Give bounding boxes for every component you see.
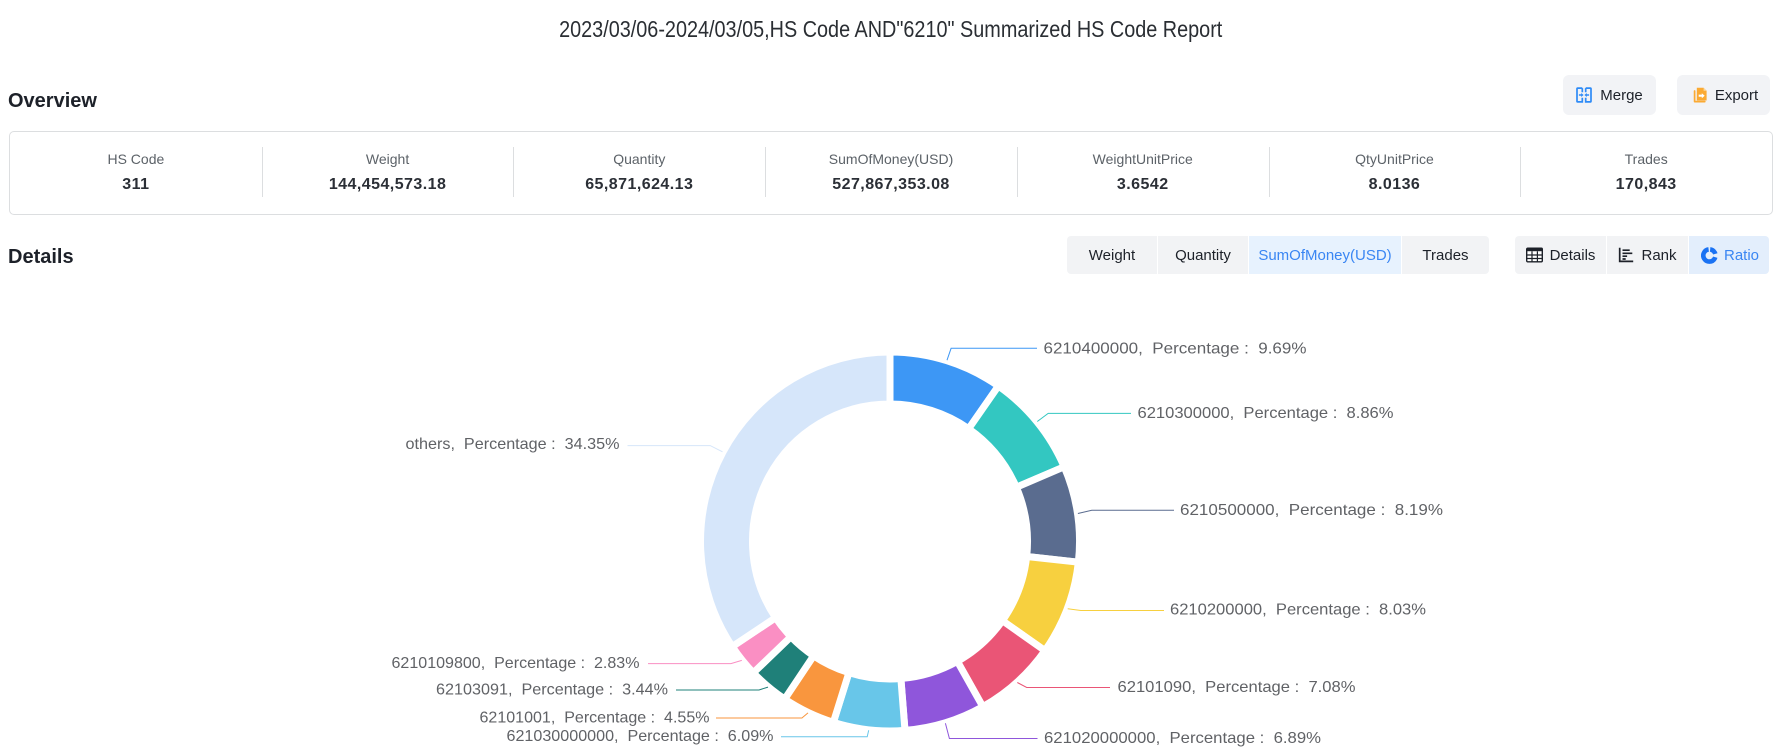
svg-text:62101001, Percentage : 4.55%: 62101001, Percentage : 4.55% xyxy=(480,710,710,727)
svg-text:others, Percentage : 34.35%: others, Percentage : 34.35% xyxy=(406,436,620,453)
svg-text:621030000000, Percentage : 6: 621030000000, Percentage : 6.09% xyxy=(507,728,774,745)
svg-text:62103091, Percentage : 3.44%: 62103091, Percentage : 3.44% xyxy=(436,682,668,699)
svg-text:6210500000, Percentage : 8.1: 6210500000, Percentage : 8.19% xyxy=(1180,502,1443,519)
svg-text:6210109800, Percentage : 2.8: 6210109800, Percentage : 2.83% xyxy=(392,655,640,672)
svg-text:6210200000, Percentage : 8.0: 6210200000, Percentage : 8.03% xyxy=(1170,602,1426,619)
svg-text:6210300000, Percentage : 8.8: 6210300000, Percentage : 8.86% xyxy=(1138,405,1394,422)
svg-text:6210400000, Percentage : 9.6: 6210400000, Percentage : 9.69% xyxy=(1044,341,1307,358)
svg-text:621020000000, Percentage : 6: 621020000000, Percentage : 6.89% xyxy=(1044,730,1321,747)
svg-text:62101090, Percentage : 7.08%: 62101090, Percentage : 7.08% xyxy=(1118,679,1356,696)
